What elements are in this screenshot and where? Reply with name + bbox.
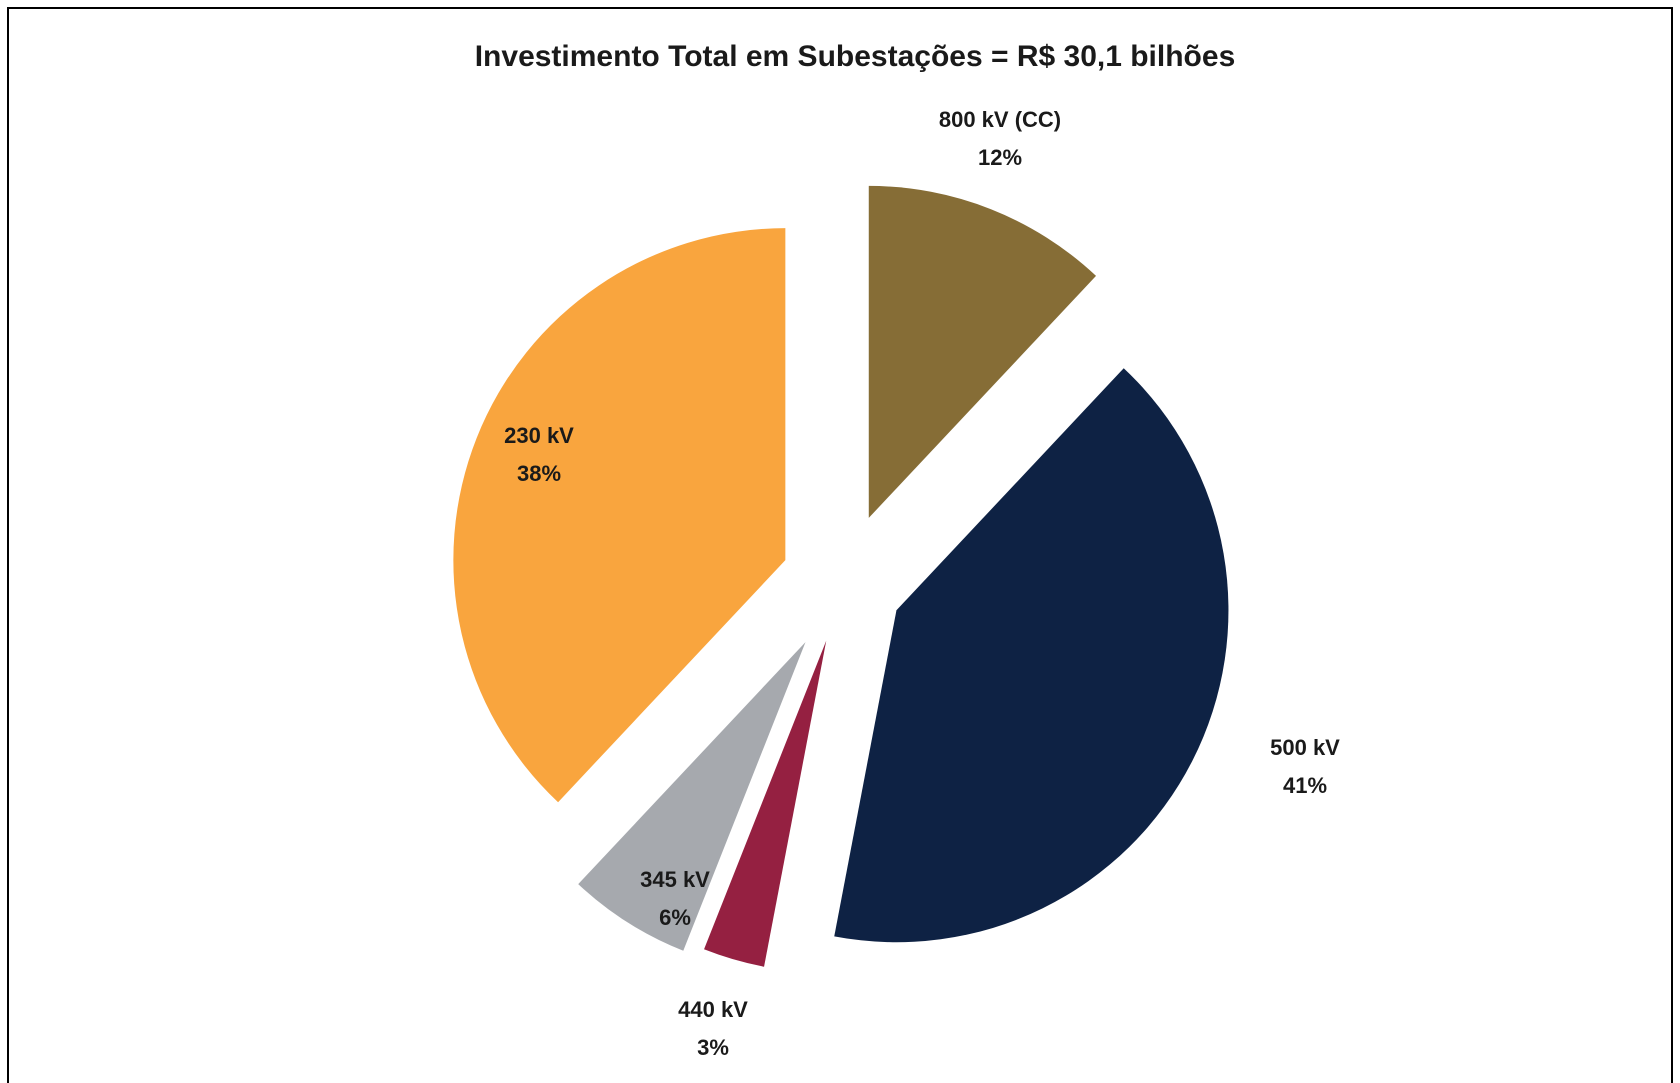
chart-frame — [7, 7, 1673, 1083]
pie-slice — [453, 228, 786, 803]
slice-category-label: 440 kV — [678, 997, 748, 1022]
slice-category-label: 500 kV — [1270, 735, 1340, 760]
slice-category-label: 800 kV (CC) — [939, 107, 1061, 132]
slice-value-label: 12% — [978, 145, 1022, 170]
pie-slice — [704, 640, 827, 967]
slice-value-label: 3% — [697, 1035, 729, 1060]
slice-value-label: 6% — [659, 905, 691, 930]
slice-category-label: 230 kV — [504, 423, 574, 448]
pie-slice — [834, 368, 1229, 943]
chart-title: Investimento Total em Subestações = R$ 3… — [475, 40, 1236, 73]
slice-value-label: 38% — [517, 461, 561, 486]
slice-value-label: 41% — [1283, 773, 1327, 798]
pie-slice — [868, 185, 1097, 518]
slice-category-label: 345 kV — [640, 867, 710, 892]
pie-slice — [578, 642, 806, 951]
